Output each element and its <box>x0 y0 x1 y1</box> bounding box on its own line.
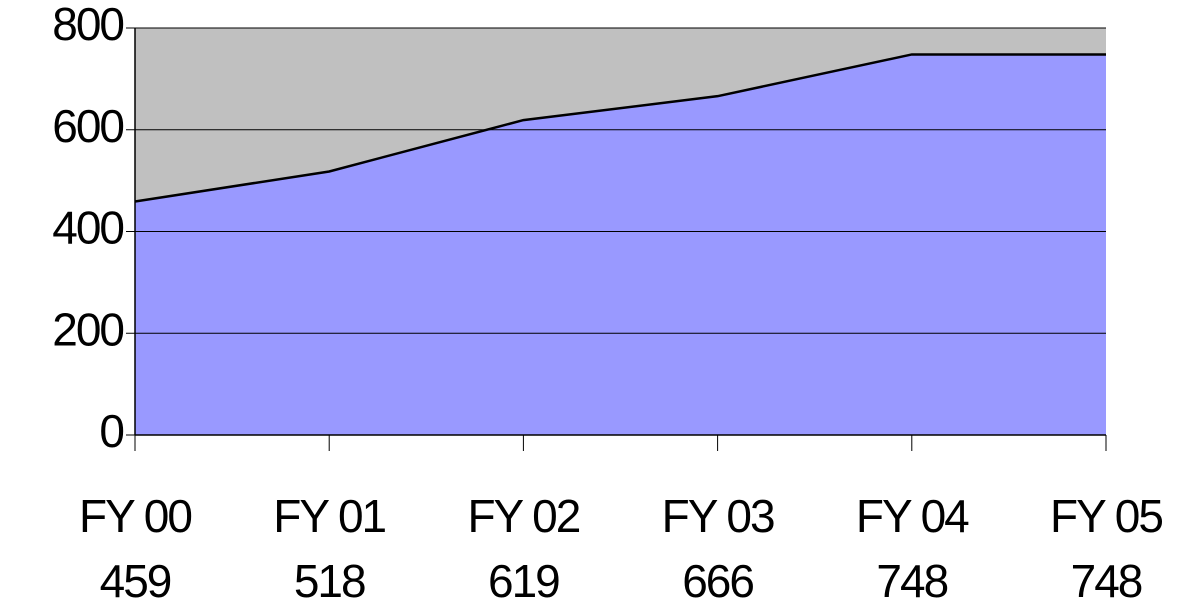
x-tick-label: FY 02 <box>467 490 579 542</box>
y-tick-label: 200 <box>52 303 123 355</box>
value-label: 459 <box>100 555 171 607</box>
value-label: 748 <box>876 555 947 607</box>
x-tick-label: FY 00 <box>79 490 191 542</box>
value-label: 748 <box>1071 555 1142 607</box>
x-tick-label: FY 01 <box>273 490 385 542</box>
value-label: 518 <box>294 555 365 607</box>
y-tick-label: 400 <box>52 202 123 254</box>
y-tick-label: 800 <box>52 0 123 50</box>
x-tick-label: FY 03 <box>662 490 774 542</box>
x-tick-label: FY 04 <box>856 490 969 542</box>
value-label: 619 <box>488 555 559 607</box>
area <box>135 54 1106 435</box>
y-tick-label: 600 <box>52 100 123 152</box>
value-label: 666 <box>682 555 753 607</box>
y-tick-label: 0 <box>99 405 123 457</box>
area-line <box>134 53 1106 203</box>
x-tick-label: FY 05 <box>1050 490 1162 542</box>
